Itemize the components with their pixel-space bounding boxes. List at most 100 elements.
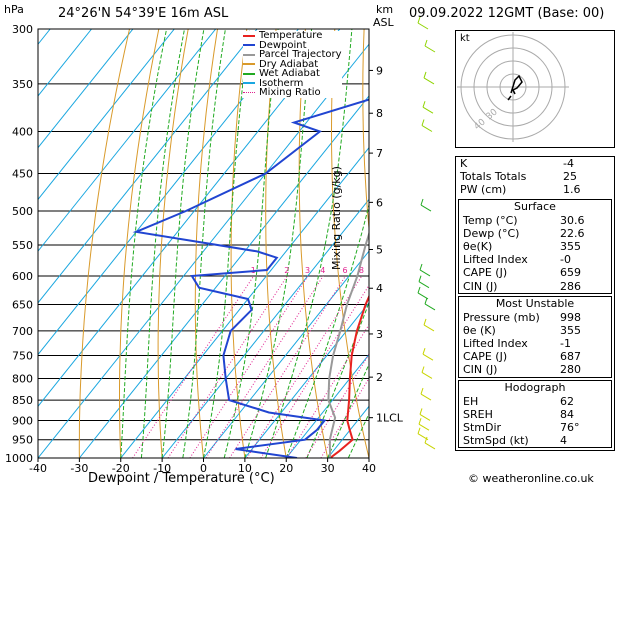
row-label: CAPE (J) — [463, 350, 508, 364]
wind-barb-flag — [424, 297, 428, 305]
wind-barb-flag — [423, 318, 427, 326]
table-row: CAPE (J) 659 — [459, 266, 611, 279]
table-row: StmDir 76° — [459, 421, 611, 434]
table-row: Lifted Index -1 — [459, 337, 611, 350]
row-label: Dewp (°C) — [463, 226, 520, 240]
wet-adiabat — [182, 29, 226, 458]
tt-label: Totals Totals — [460, 170, 527, 184]
hodograph: kt 40 30 — [455, 30, 615, 148]
legend-item: Dewpoint — [243, 39, 342, 51]
pressure-tick-label: 400 — [12, 126, 33, 139]
legend-item: Mixing Ratio — [243, 88, 342, 98]
row-label: EH — [463, 394, 479, 408]
pressure-tick-label: 350 — [12, 78, 33, 91]
row-label: θe (K) — [463, 323, 496, 337]
wind-barb — [418, 281, 430, 289]
dry-adiabat — [362, 29, 369, 234]
dry-adiabat — [119, 29, 160, 458]
wind-barb-flag — [421, 119, 425, 126]
pressure-tick-label: 450 — [12, 167, 33, 180]
wet-adiabat — [223, 29, 279, 458]
wind-barb-flag — [422, 348, 426, 355]
wind-barb-flag — [420, 387, 424, 395]
series-temperature — [329, 294, 369, 458]
height-tick-label: 9 — [376, 64, 383, 77]
wind-barb-flag — [418, 275, 422, 282]
pressure-unit-label: hPa — [4, 3, 24, 16]
mixing-ratio-axis-label: Mixing Ratio (g/kg) — [330, 166, 343, 270]
most-unstable-title: Most Unstable — [495, 296, 575, 310]
table-row: StmSpd (kt) 4 — [459, 434, 611, 447]
pressure-tick-label: 500 — [12, 205, 33, 218]
wind-barb-flag — [418, 418, 422, 425]
row-value: 355 — [560, 323, 581, 337]
table-row: SREH 84 — [459, 408, 611, 421]
height-tick-label: 3 — [376, 328, 383, 341]
wind-barb — [423, 77, 435, 85]
isotherm — [38, 29, 217, 252]
row-value: 659 — [560, 266, 581, 280]
pressure-tick-label: 800 — [12, 372, 33, 385]
row-value: 76° — [560, 421, 580, 434]
table-row: Lifted Index -0 — [459, 253, 611, 266]
pressure-tick-label: 700 — [12, 325, 33, 338]
row-value: 280 — [560, 363, 581, 377]
hodograph-unit-label: kt — [460, 33, 470, 44]
pressure-tick-label: 950 — [12, 434, 33, 447]
hodograph-stats-title: Hodograph — [504, 380, 566, 394]
legend-label: Dewpoint — [259, 39, 307, 51]
row-label: Lifted Index — [463, 253, 528, 267]
series-parcel-trajectory — [327, 230, 369, 458]
x-tick-label: 10 — [238, 462, 252, 475]
mixing-ratio-line — [260, 284, 369, 458]
dry-adiabat — [298, 29, 329, 458]
pressure-tick-label: 600 — [12, 270, 33, 283]
surface-title: Surface — [514, 199, 556, 213]
dry-adiabat — [230, 29, 248, 458]
wind-barb — [423, 324, 435, 332]
datetime-title: 09.09.2022 12GMT (Base: 00) — [409, 6, 605, 21]
wind-barb-flag — [417, 427, 421, 434]
row-value: 22.6 — [560, 226, 585, 240]
wind-barb-flag — [421, 366, 425, 373]
legend-swatch — [243, 63, 255, 66]
series-dewpoint — [132, 98, 369, 458]
x-tick-label: 0 — [200, 462, 207, 475]
dry-adiabat — [393, 29, 452, 458]
row-label: CIN (J) — [463, 279, 498, 293]
pressure-tick-label: 850 — [12, 394, 33, 407]
mixing-ratio-label: 25 — [428, 266, 438, 275]
wind-barb — [421, 372, 433, 379]
wind-barb-flag — [419, 408, 423, 415]
isotherm — [38, 29, 341, 408]
legend-item: Isotherm — [243, 77, 342, 89]
isotherm — [203, 250, 369, 458]
row-label: CAPE (J) — [463, 266, 508, 280]
isotherm — [0, 29, 9, 458]
row-value: 286 — [560, 279, 581, 293]
legend-label: Isotherm — [259, 77, 304, 89]
hodograph-stats-box: Hodograph EH 62 SREH 84 StmDir 76° StmSpd (kt)… — [458, 379, 612, 449]
legend-label: Mixing Ratio — [259, 87, 321, 98]
isotherm — [38, 29, 258, 304]
x-tick-label: -40 — [29, 462, 47, 475]
mixing-ratio-label: 20 — [414, 266, 424, 275]
wind-barb — [424, 442, 436, 450]
x-tick-label: -30 — [70, 462, 88, 475]
legend-item: Wet Adiabat — [243, 69, 342, 79]
legend-label: Temperature — [259, 30, 323, 41]
wind-barb-flag — [419, 263, 423, 271]
legend-item: Temperature — [243, 31, 342, 41]
height-tick-label: 8 — [376, 107, 383, 120]
legend-swatch — [243, 44, 255, 47]
row-value: 998 — [560, 310, 581, 324]
wind-barb-flag — [417, 286, 421, 294]
x-tick-label: 40 — [362, 462, 376, 475]
legend-label: Parcel Trajectory — [259, 49, 342, 60]
wet-adiabat — [306, 301, 369, 458]
most-unstable-box: Most Unstable Pressure (mb) 998 θe (K) 355 L… — [458, 295, 612, 378]
pressure-tick-label: 1000 — [5, 452, 33, 465]
mixing-ratio-label: 8 — [359, 266, 364, 275]
surface-box: Surface Temp (°C) 30.6 Dewp (°C) 22.6 θe(K) 3… — [458, 198, 612, 294]
skewt-diagram: 1 2 3 4 6 8 10 15 20 25 3003504004505005506006507… — [0, 16, 452, 475]
